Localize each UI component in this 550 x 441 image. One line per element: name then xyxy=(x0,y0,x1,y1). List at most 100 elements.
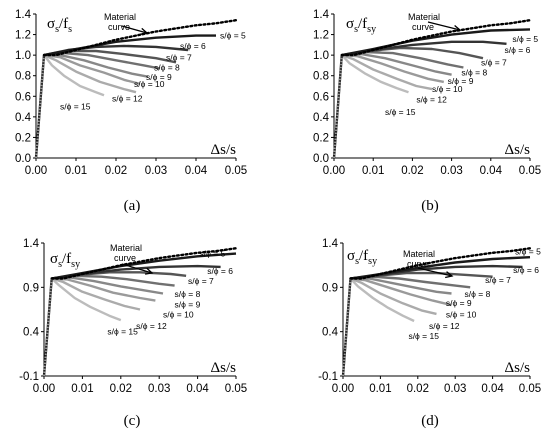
material-curve-line xyxy=(349,247,532,280)
chart-panel: 0.0 0.2 0.4 0.6 0.8 1.0 1.2 1.4 0.00 0.01 0.02 0.03… xyxy=(313,9,541,214)
curve-label: s/ϕ = 7 xyxy=(166,52,192,62)
y-tick-label: 0.6 xyxy=(313,91,329,103)
panel-label: (d) xyxy=(421,413,439,429)
x-tick-label: 0.02 xyxy=(407,383,429,395)
x-tick-label: 0.02 xyxy=(105,165,127,177)
y-tick-label: 0.4 xyxy=(15,112,32,124)
material-label-line1: Material xyxy=(104,12,136,22)
elastic-branch-line xyxy=(35,55,45,159)
curve-label: s/ϕ = 15 xyxy=(107,326,138,336)
y-tick-label: 0.0 xyxy=(15,153,31,165)
y-tick-label: 0.4 xyxy=(313,112,330,124)
material-label-line1: Material xyxy=(110,243,142,253)
material-arrow-head xyxy=(453,25,462,33)
x-axis-title: Δs/s xyxy=(505,360,531,376)
x-tick-label: 0.05 xyxy=(519,165,541,177)
elastic-branch-line xyxy=(342,278,352,377)
y-axis-title: σs/fsy xyxy=(347,248,377,267)
x-tick-label: 0.04 xyxy=(186,383,209,395)
x-tick-label: 0.01 xyxy=(71,383,93,395)
curve-label: s/ϕ = 12 xyxy=(136,321,167,331)
x-tick-label: 0.04 xyxy=(480,165,503,177)
y-tick-label: 0.2 xyxy=(15,132,31,144)
series-line xyxy=(43,53,141,86)
series-line xyxy=(349,277,415,323)
material-arrow-head xyxy=(144,267,154,275)
material-curve-line xyxy=(340,19,532,57)
series-line xyxy=(350,277,437,316)
series-line xyxy=(43,53,137,94)
series-line xyxy=(341,53,433,91)
chart-panel: 0.0 0.2 0.4 0.6 0.8 1.0 1.2 1.4 0.00 0.01 0.02 0.03… xyxy=(15,9,247,214)
curve-label: s/ϕ = 6 xyxy=(513,265,539,275)
curve-label: s/ϕ = 6 xyxy=(180,41,206,51)
x-tick-label: 0.00 xyxy=(323,165,345,177)
curve-label: s/ϕ = 10 xyxy=(432,84,463,94)
y-tick-label: 1.4 xyxy=(23,238,40,250)
series-line xyxy=(341,53,445,84)
chart-panel: -0.1 0.4 0.9 1.4 0.00 0.01 0.02 0.03 0.04 0.05 Mat… xyxy=(318,238,541,429)
curve-label: s/ϕ = 5 xyxy=(512,34,538,44)
material-arrow-head xyxy=(445,271,454,279)
x-tick-label: 0.02 xyxy=(401,165,423,177)
curve-label: s/ϕ = 8 xyxy=(461,68,487,78)
y-tick-label: 0.9 xyxy=(322,282,338,294)
x-tick-label: 0.01 xyxy=(65,165,87,177)
x-tick-label: 0.04 xyxy=(185,165,208,177)
y-tick-label: 1.2 xyxy=(15,30,31,42)
curve-label: s/ϕ = 7 xyxy=(481,57,507,67)
y-tick-label: 1.4 xyxy=(15,9,32,21)
x-tick-label: 0.04 xyxy=(481,383,504,395)
material-arrow-shaft xyxy=(417,267,453,277)
series-line xyxy=(341,52,452,76)
material-label-line2: curve xyxy=(412,22,434,32)
material-label-line1: Material xyxy=(408,12,440,22)
x-tick-label: 0.05 xyxy=(225,383,247,395)
x-tick-label: 0.00 xyxy=(25,165,47,177)
y-tick-label: 0.9 xyxy=(23,282,39,294)
series-line xyxy=(51,277,156,302)
material-label-line1: Material xyxy=(403,249,435,259)
curve-label: s/ϕ = 7 xyxy=(485,275,511,285)
y-tick-label: 1.0 xyxy=(15,50,31,62)
material-arrow-shaft xyxy=(121,25,148,34)
material-arrow-shaft xyxy=(427,21,461,31)
panel-label: (c) xyxy=(124,413,141,429)
elastic-branch-line xyxy=(43,278,53,377)
material-curve-line xyxy=(50,247,238,280)
curve-label: s/ϕ = 8 xyxy=(465,289,491,299)
y-tick-label: -0.1 xyxy=(318,371,338,383)
material-arrow-shaft xyxy=(121,263,153,274)
panel-label: (b) xyxy=(421,198,439,214)
curve-label: s/ϕ = 6 xyxy=(207,266,233,276)
x-tick-label: 0.05 xyxy=(519,383,541,395)
x-axis-title: Δs/s xyxy=(505,142,531,158)
curve-label: s/ϕ = 15 xyxy=(60,102,91,112)
curve-label: s/ϕ = 7 xyxy=(188,276,214,286)
curve-label: s/ϕ = 12 xyxy=(429,321,460,331)
curve-label: s/ϕ = 5 xyxy=(220,31,246,41)
series-line xyxy=(340,54,409,94)
y-tick-label: 1.2 xyxy=(313,30,329,42)
curve-label: s/ϕ = 8 xyxy=(175,289,201,299)
chart-panel: -0.1 0.4 0.9 1.4 0.00 0.01 0.02 0.03 0.04 0.05 Mat… xyxy=(19,238,247,429)
curve-label: s/ϕ = 5 xyxy=(200,248,226,258)
y-tick-label: 0.4 xyxy=(322,327,339,339)
curve-label: s/ϕ = 15 xyxy=(385,107,416,117)
x-tick-label: 0.03 xyxy=(145,165,167,177)
material-curve-line xyxy=(42,19,238,57)
y-tick-label: 1.0 xyxy=(313,50,329,62)
y-tick-label: 0.2 xyxy=(313,132,329,144)
y-tick-label: 1.4 xyxy=(322,238,339,250)
x-axis-title: Δs/s xyxy=(211,360,237,376)
x-tick-label: 0.00 xyxy=(332,383,354,395)
curve-label: s/ϕ = 10 xyxy=(446,309,477,319)
series-line xyxy=(51,277,141,311)
x-tick-label: 0.05 xyxy=(225,165,247,177)
curve-label: s/ϕ = 9 xyxy=(175,300,201,310)
y-tick-label: -0.1 xyxy=(19,371,39,383)
y-tick-label: 0.8 xyxy=(15,71,31,83)
series-line xyxy=(350,277,452,307)
y-tick-label: 1.4 xyxy=(313,9,330,21)
